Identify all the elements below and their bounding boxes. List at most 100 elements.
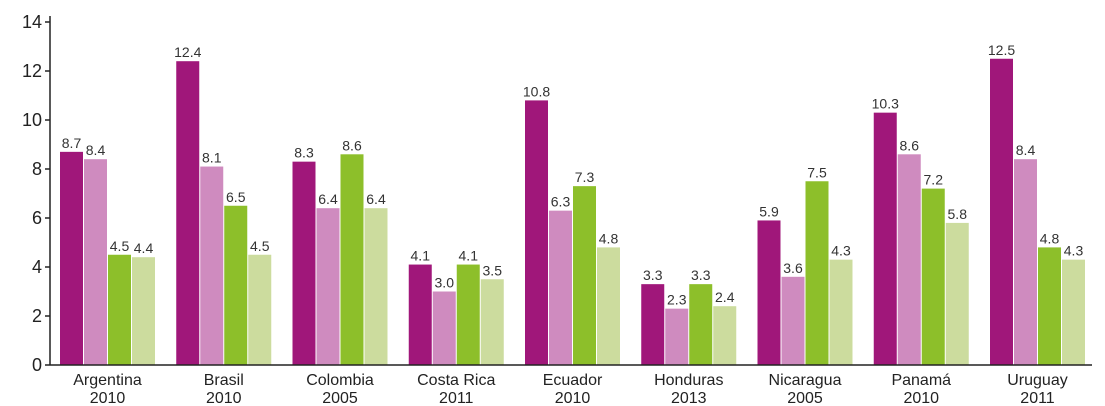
x-tick-year-label: 2005: [322, 390, 358, 406]
data-label: 7.2: [924, 172, 944, 188]
bar: [805, 181, 829, 365]
data-label: 4.5: [110, 238, 130, 254]
bar: [713, 306, 737, 365]
data-label: 10.3: [872, 96, 899, 112]
y-tick-label: 6: [32, 208, 42, 228]
x-tick-label: Nicaragua: [769, 372, 842, 389]
data-label: 8.4: [1016, 142, 1036, 158]
bar: [781, 276, 805, 365]
x-tick-year-label: 2010: [206, 390, 242, 406]
y-tick-label: 10: [22, 110, 42, 130]
x-tick-year-label: 2011: [1020, 390, 1055, 406]
x-tick-label: Panamá: [891, 372, 951, 389]
data-label: 8.4: [86, 142, 106, 158]
data-label: 12.5: [988, 42, 1015, 58]
data-label: 5.8: [948, 206, 968, 222]
bar: [1062, 259, 1085, 365]
data-label: 3.6: [783, 260, 803, 276]
x-tick-year-label: 2010: [90, 390, 126, 406]
bar: [408, 264, 432, 365]
data-label: 2.4: [715, 289, 735, 305]
bar: [945, 222, 969, 365]
data-label: 8.6: [900, 137, 920, 153]
x-tick-label: Uruguay: [1007, 372, 1067, 389]
y-tick-label: 12: [22, 61, 42, 81]
bar: [176, 61, 200, 365]
data-label: 4.3: [1064, 243, 1084, 259]
bar: [549, 210, 572, 365]
bar: [829, 259, 853, 365]
bar: [224, 205, 248, 365]
bar: [248, 254, 272, 365]
data-label: 7.5: [807, 164, 827, 180]
y-tick-label: 8: [32, 159, 42, 179]
x-tick-label: Honduras: [654, 372, 723, 389]
data-label: 8.3: [294, 145, 314, 161]
x-tick-year-label: 2011: [439, 390, 474, 406]
bar: [60, 151, 83, 365]
data-label: 8.1: [202, 150, 222, 166]
data-label: 4.5: [250, 238, 270, 254]
data-label: 12.4: [174, 44, 201, 60]
bar: [921, 188, 945, 365]
data-label: 5.9: [759, 203, 779, 219]
x-tick-label: Argentina: [73, 372, 142, 389]
y-tick-label: 2: [32, 306, 42, 326]
x-tick-year-label: 2005: [787, 390, 823, 406]
x-tick-year-label: 2010: [903, 390, 939, 406]
bar: [364, 208, 388, 365]
bar: [757, 220, 781, 365]
data-label: 3.0: [435, 275, 455, 291]
bar: [480, 279, 504, 365]
data-label: 3.5: [483, 262, 503, 278]
bar: [132, 257, 155, 365]
bar: [456, 264, 480, 365]
data-label: 3.3: [691, 267, 711, 283]
data-label: 2.3: [667, 292, 687, 308]
bar: [689, 284, 713, 365]
bar: [1038, 247, 1061, 365]
data-label: 4.8: [599, 230, 619, 246]
bar: [432, 291, 456, 365]
bar: [665, 308, 689, 365]
bar: [641, 284, 665, 365]
y-tick-label: 4: [32, 257, 42, 277]
bar: [1014, 159, 1037, 365]
data-label: 4.3: [831, 243, 851, 259]
data-label: 4.1: [411, 248, 431, 264]
bar: [292, 161, 316, 365]
data-label: 6.5: [226, 189, 246, 205]
bar: [873, 112, 897, 366]
data-label: 8.6: [342, 137, 362, 153]
bar: [340, 154, 364, 365]
bar: [597, 247, 620, 365]
data-label: 7.3: [575, 169, 595, 185]
x-tick-label: Ecuador: [543, 372, 603, 389]
x-tick-year-label: 2010: [555, 390, 591, 406]
y-tick-label: 14: [22, 12, 42, 32]
x-tick-label: Costa Rica: [417, 372, 495, 389]
bar: [897, 154, 921, 365]
x-tick-label: Brasil: [204, 372, 244, 389]
x-tick-year-label: 2013: [671, 390, 707, 406]
bar: [108, 254, 131, 365]
data-label: 4.4: [134, 240, 154, 256]
bar: [200, 166, 224, 365]
x-tick-label: Colombia: [306, 372, 374, 389]
data-label: 10.8: [523, 83, 550, 99]
data-label: 4.8: [1040, 230, 1060, 246]
data-label: 6.3: [551, 194, 571, 210]
data-label: 8.7: [62, 135, 82, 151]
data-label: 6.4: [318, 191, 338, 207]
bar: [573, 186, 596, 365]
data-label: 4.1: [459, 248, 479, 264]
y-tick-label: 0: [32, 355, 42, 375]
bar: [316, 208, 340, 365]
data-label: 6.4: [366, 191, 386, 207]
data-label: 3.3: [643, 267, 663, 283]
bar: [84, 159, 107, 365]
bar: [990, 58, 1013, 365]
bar: [525, 100, 548, 366]
